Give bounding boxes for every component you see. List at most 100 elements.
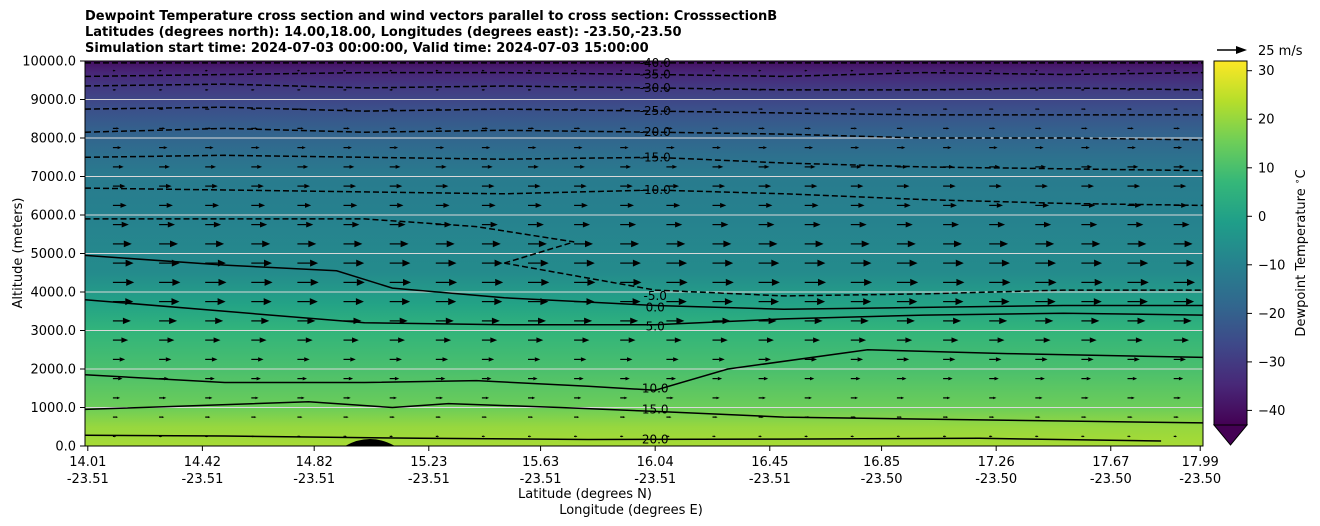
contour-label: -15.0 (640, 150, 671, 164)
colorbar-tick-label: −20 (1258, 307, 1285, 322)
wind-arrow-head (621, 435, 624, 438)
wind-arrow-head (541, 278, 550, 286)
wind-arrow-head (264, 259, 272, 267)
contour-label: -10.0 (640, 183, 671, 197)
wind-arrow-head (255, 146, 260, 150)
wind-arrow-head (813, 221, 821, 228)
wind-arrow-head (1175, 88, 1177, 91)
wind-arrow-head (1089, 202, 1096, 208)
terrain-bump (345, 439, 395, 446)
contour-line (85, 298, 1203, 326)
wind-arrow-head (1174, 69, 1177, 72)
wind-arrow-head (631, 240, 640, 248)
wind-arrow-head (907, 240, 916, 248)
wind-arrow-head (1039, 396, 1043, 400)
wind-arrow-head (671, 146, 675, 150)
wind-arrow-head (993, 146, 998, 150)
wind-arrow-head (761, 108, 764, 111)
wind-arrow-head (997, 337, 1005, 343)
wind-arrow-head (439, 127, 443, 130)
wind-arrow-head (166, 183, 172, 189)
wind-arrow-head (344, 88, 347, 91)
contour-label: 15.0 (642, 402, 669, 416)
wind-arrow-head (1047, 298, 1056, 306)
wind-arrow-head (904, 202, 911, 208)
wind-arrow-head (1091, 317, 1100, 325)
wind-arrow-head (120, 202, 127, 208)
wind-arrow-head (218, 278, 227, 286)
wind-arrow-head (353, 317, 362, 325)
wind-arrow-head (722, 317, 731, 325)
wind-arrow-head (118, 164, 124, 169)
horizontal-grid (85, 99, 1203, 408)
contour-line (85, 83, 1203, 91)
wind-arrow-head (1089, 337, 1097, 343)
y-tick-label: 9000.0 (31, 93, 77, 108)
y-tick-label: 6000.0 (31, 209, 77, 224)
contour-label: 10.0 (642, 381, 669, 395)
contour-line (85, 400, 1203, 424)
wind-arrow-head (489, 202, 496, 208)
wind-arrow-head (861, 240, 870, 248)
wind-arrow-head (210, 376, 215, 381)
wind-arrow-head (533, 164, 539, 169)
y-axis-label: Altitude (meters) (11, 198, 26, 309)
wind-arrow-head (947, 146, 952, 150)
wind-arrow-head (346, 416, 349, 419)
wind-arrow-head (259, 337, 267, 343)
wind-arrow-head (713, 88, 716, 91)
wind-vectors (112, 69, 1195, 438)
wind-arrow-head (298, 88, 301, 91)
wind-arrow-head (909, 298, 918, 306)
wind-arrow-head (900, 396, 905, 400)
wind-arrow-head (1128, 69, 1131, 72)
quiver-key-arrow-head (1236, 46, 1247, 54)
chart-title-line-3: Simulation start time: 2024-07-03 00:00:… (85, 41, 649, 56)
wind-arrow-head (627, 357, 633, 362)
wind-arrow-head (172, 278, 181, 286)
wind-arrow-head (206, 435, 209, 438)
x-tick-label-lat: 17.99 (1182, 455, 1219, 470)
wind-arrow-head (391, 88, 393, 91)
contour-line (85, 218, 575, 264)
wind-arrow-head (951, 221, 959, 228)
wind-arrow-head (1183, 317, 1192, 325)
wind-arrow-head (897, 69, 900, 72)
wind-arrow-head (628, 337, 636, 343)
colorbar-label: Dewpoint Temperature ∘C (1293, 169, 1309, 336)
wind-arrow-head (352, 221, 360, 228)
wind-arrow-head (996, 183, 1002, 189)
wind-arrow-head (529, 88, 532, 91)
wind-arrow-head (442, 357, 449, 362)
wind-arrow-head (992, 127, 996, 130)
contour-label: 0.0 (646, 300, 665, 314)
wind-arrow-head (627, 183, 633, 189)
wind-arrow-head (1135, 202, 1142, 208)
wind-arrow-head (1136, 221, 1144, 228)
x-tick-label-lat: 17.26 (978, 455, 1015, 470)
wind-arrow-head (484, 108, 487, 111)
wind-arrow-head (1086, 376, 1091, 381)
wind-arrow-head (263, 298, 272, 306)
wind-arrow-head (900, 127, 904, 130)
dewpoint-contour-lines (85, 62, 1203, 442)
wind-arrow-head (632, 259, 641, 267)
wind-arrow-head (625, 376, 630, 381)
wind-arrow-head (1045, 317, 1054, 325)
wind-arrow-head (807, 108, 810, 111)
wind-arrow-head (264, 278, 273, 286)
wind-arrow-head (161, 108, 164, 111)
x-tick-label-lon: -23.50 (1090, 472, 1132, 487)
wind-arrow-head (302, 146, 306, 150)
wind-arrow-head (441, 376, 446, 381)
wind-arrow-head (160, 88, 163, 91)
wind-arrow-head (620, 69, 623, 72)
wind-arrow-head (578, 396, 582, 400)
wind-arrow-head (531, 127, 535, 130)
wind-arrow-head (209, 146, 214, 150)
wind-arrow-head (720, 202, 727, 208)
wind-arrow-head (575, 88, 578, 91)
wind-arrow-head (483, 88, 486, 91)
wind-arrow-head (585, 240, 593, 248)
